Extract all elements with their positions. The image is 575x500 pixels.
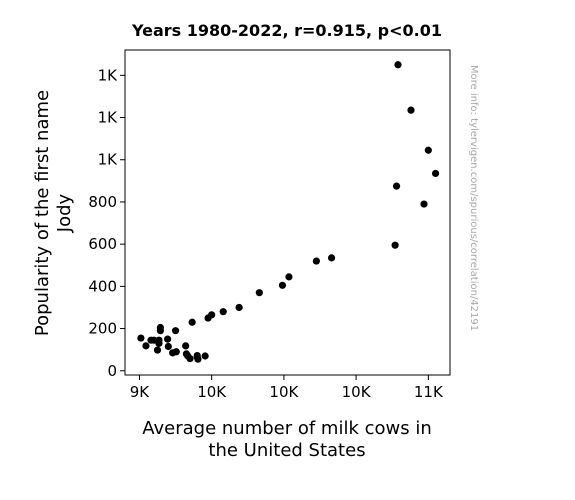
data-point: [194, 355, 202, 363]
data-point: [169, 349, 177, 357]
data-point: [204, 314, 212, 322]
data-point: [186, 354, 194, 363]
x-axis-label-line-2: the United States: [208, 440, 365, 461]
data-point: [182, 342, 190, 350]
data-point: [171, 327, 180, 335]
data-point: [137, 334, 145, 342]
y-tick-label: 1K: [98, 66, 119, 84]
data-point: [155, 339, 163, 347]
data-point: [164, 335, 172, 343]
data-point: [142, 342, 150, 350]
data-point: [188, 318, 196, 326]
source-note: More info: tylervigen.com/spurious/corre…: [468, 65, 479, 331]
x-tick-label: 11K: [414, 383, 444, 401]
data-point: [407, 106, 415, 114]
data-point: [392, 182, 401, 190]
x-tick-label: 10K: [269, 383, 299, 401]
y-axis-label-line-2: Jody: [54, 193, 75, 233]
x-axis: 9K 10K 10K 10K 11K: [130, 375, 444, 401]
data-point: [285, 273, 293, 281]
data-point: [312, 257, 320, 265]
data-point: [394, 61, 402, 69]
data-point: [153, 346, 162, 354]
data-point: [391, 241, 399, 249]
data-point: [164, 342, 172, 351]
x-tick-label: 10K: [197, 383, 227, 401]
y-tick-label: 0: [107, 362, 117, 380]
data-points: [137, 61, 440, 363]
x-axis-label-line-1: Average number of milk cows in: [142, 418, 432, 439]
chart-title: Years 1980-2022, r=0.915, p<0.01: [131, 21, 442, 40]
y-axis-label-line-1: Popularity of the first name: [32, 90, 53, 336]
x-tick-label: 10K: [342, 383, 372, 401]
y-tick-label: 400: [88, 277, 117, 295]
data-point: [431, 169, 440, 178]
data-point: [255, 289, 263, 297]
x-tick-label: 9K: [130, 383, 151, 401]
data-point: [420, 200, 428, 208]
y-tick-label: 800: [88, 193, 117, 211]
data-point: [424, 146, 432, 154]
data-point: [327, 254, 336, 262]
y-axis: 0 200 400 600 800 1K 1K 1K: [88, 66, 125, 380]
data-point: [278, 281, 287, 289]
y-tick-label: 200: [88, 320, 117, 338]
plot-area-frame: [124, 49, 451, 376]
data-point: [156, 327, 164, 335]
y-tick-label: 1K: [98, 151, 119, 169]
y-tick-label: 600: [88, 235, 117, 253]
data-point: [235, 303, 243, 312]
y-tick-label: 1K: [98, 109, 119, 127]
data-point: [201, 352, 209, 360]
data-point: [219, 308, 227, 316]
